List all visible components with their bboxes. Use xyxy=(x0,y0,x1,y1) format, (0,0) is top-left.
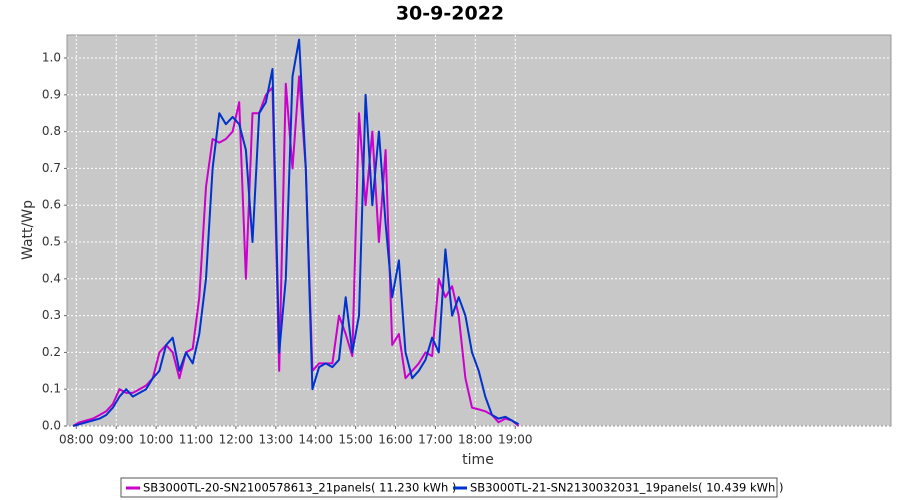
y-tick-label: 0.6 xyxy=(42,198,61,212)
x-tick-label: 18:00 xyxy=(458,433,493,447)
legend-label: SB3000TL-20-SN2100578613_21panels( 11.23… xyxy=(143,481,456,495)
legend-box xyxy=(120,477,778,498)
x-axis-label: time xyxy=(462,452,494,468)
y-tick-label: 0.8 xyxy=(42,124,61,138)
y-tick-label: 0.1 xyxy=(42,382,61,396)
x-tick-label: 10:00 xyxy=(139,433,174,447)
x-tick-label: 13:00 xyxy=(259,433,294,447)
y-tick-label: 1.0 xyxy=(42,51,61,65)
x-tick-label: 09:00 xyxy=(99,433,134,447)
y-tick-label: 0.2 xyxy=(42,345,61,359)
x-tick-label: 08:00 xyxy=(59,433,94,447)
series-line xyxy=(72,38,520,427)
x-tick-label: 17:00 xyxy=(418,433,453,447)
x-tick-label: 16:00 xyxy=(378,433,413,447)
legend-label: SB3000TL-21-SN2130032031_19panels( 10.43… xyxy=(470,481,783,495)
x-tick-label: 12:00 xyxy=(219,433,254,447)
plot-area xyxy=(66,34,892,427)
y-tick-label: 0.5 xyxy=(42,235,61,249)
y-tick-label: 0.7 xyxy=(42,161,61,175)
x-tick-label: 14:00 xyxy=(298,433,333,447)
y-tick-label: 0.4 xyxy=(42,271,61,285)
y-tick-label: 0.9 xyxy=(42,87,61,101)
y-axis-label: Watt/Wp xyxy=(20,200,36,260)
x-tick-label: 11:00 xyxy=(179,433,214,447)
y-tick-label: 0.0 xyxy=(42,419,61,433)
y-tick-label: 0.3 xyxy=(42,308,61,322)
chart-title: 30-9-2022 xyxy=(396,3,504,25)
x-tick-label: 19:00 xyxy=(498,433,533,447)
x-tick-label: 15:00 xyxy=(338,433,373,447)
series-line xyxy=(72,75,520,427)
